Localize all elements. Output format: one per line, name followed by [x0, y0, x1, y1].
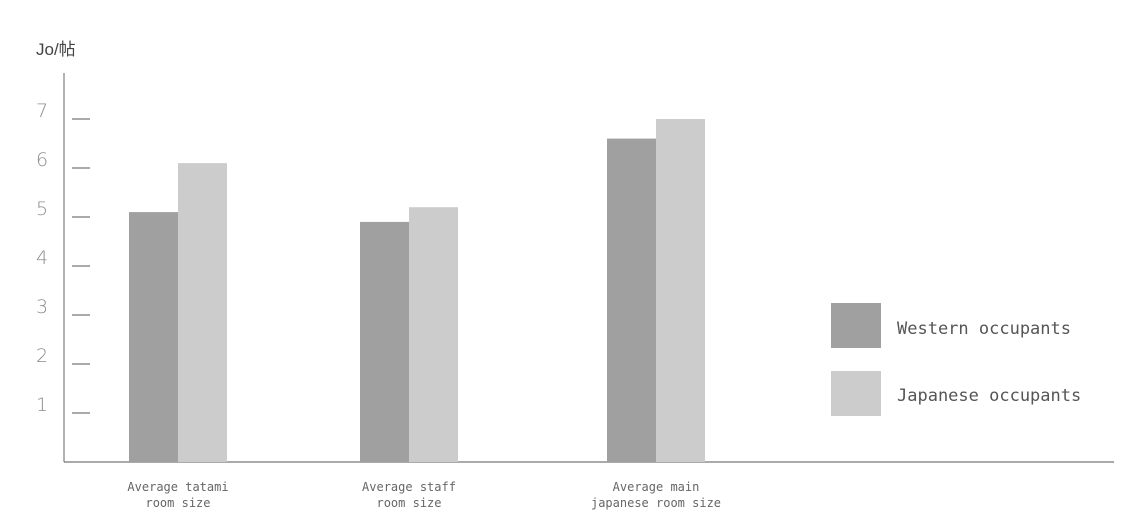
x-category-label: Average main japanese room size: [591, 480, 721, 510]
x-category-label-line: room size: [376, 496, 441, 510]
x-category-label: Average staff room size: [362, 480, 456, 510]
y-tick-label: 5: [36, 198, 48, 220]
legend-swatch: [831, 371, 881, 416]
x-category-label-line: Average staff: [362, 480, 456, 494]
legend-label: Western occupants: [897, 319, 1071, 339]
x-category-label-line: room size: [145, 496, 210, 510]
bar: [409, 207, 458, 462]
legend-swatch: [831, 303, 881, 348]
bar: [178, 163, 227, 462]
y-tick-label: 2: [36, 345, 48, 367]
y-tick-label: 6: [36, 149, 48, 171]
x-category-label-line: japanese room size: [591, 496, 721, 510]
y-tick-label: 3: [36, 296, 48, 318]
x-category-label: Average tatami room size: [127, 480, 228, 510]
bar: [607, 138, 656, 462]
y-tick-label: 7: [36, 100, 48, 122]
y-axis-label: Jo/帖: [36, 40, 76, 59]
legend: Western occupants Japanese occupants: [831, 303, 1081, 416]
x-category-label-line: Average main: [613, 480, 700, 494]
y-tick-label: 4: [36, 247, 48, 269]
x-category-label-line: Average tatami: [127, 480, 228, 494]
bar: [656, 119, 705, 462]
y-tick-label: 1: [36, 394, 48, 416]
bar: [360, 221, 409, 462]
bar: [129, 212, 178, 462]
legend-label: Japanese occupants: [897, 386, 1081, 406]
